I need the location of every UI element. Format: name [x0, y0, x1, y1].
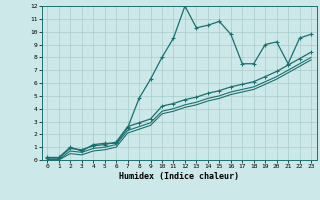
X-axis label: Humidex (Indice chaleur): Humidex (Indice chaleur) — [119, 172, 239, 181]
